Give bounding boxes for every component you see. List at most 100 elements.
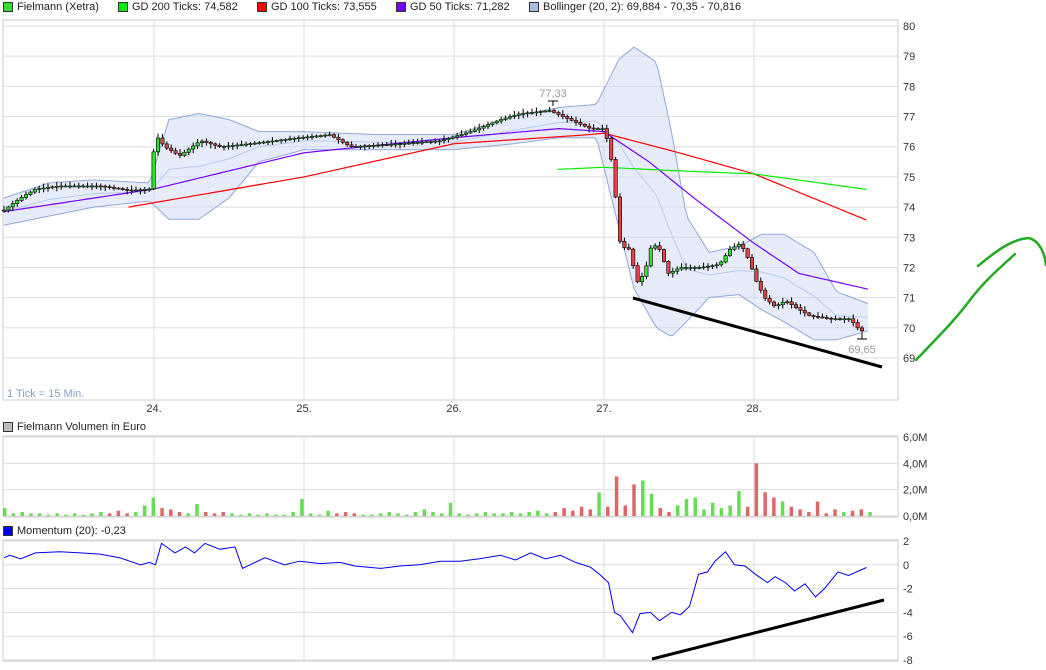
volume-bar: [3, 508, 7, 516]
candle-body: [661, 249, 666, 262]
volume-bar: [649, 493, 654, 516]
candle-body: [754, 268, 759, 282]
bollinger-band-fill: [4, 47, 868, 340]
candle-body: [485, 124, 490, 127]
candle-body: [477, 127, 482, 131]
legend-label: Fielmann (Xetra): [17, 1, 99, 13]
candle-body: [200, 140, 205, 144]
volume-bar: [448, 502, 453, 516]
volume-bar: [387, 512, 392, 516]
candle-body: [653, 245, 658, 249]
candle-body: [705, 265, 710, 268]
candle-body: [226, 145, 231, 148]
candle-body: [556, 112, 561, 115]
candle-body: [719, 261, 724, 266]
volume-bar: [352, 513, 357, 516]
candle-body: [349, 144, 354, 147]
volume-bar: [186, 513, 191, 516]
candle-body: [807, 312, 812, 316]
candle-body: [543, 110, 548, 113]
volume-bar: [675, 505, 680, 516]
volume-bar: [632, 484, 636, 516]
candle-body: [833, 318, 838, 321]
volume-bar: [588, 509, 593, 516]
candle-body: [406, 142, 411, 145]
candle-body: [441, 139, 446, 142]
candle-body: [261, 141, 266, 144]
candle-body: [507, 116, 512, 119]
candle-body: [529, 112, 534, 114]
candle-body: [670, 271, 675, 274]
legend-bollinger: Bollinger (20, 2): 69,884 - 70,35 - 70,8…: [529, 1, 741, 13]
y-tick-label: 77: [903, 112, 915, 124]
y-tick-label: 73: [903, 232, 915, 244]
candle-body: [512, 114, 517, 117]
candle-body: [182, 151, 187, 156]
volume-bar: [780, 501, 785, 516]
candle-body: [296, 137, 301, 140]
candle-body: [565, 116, 570, 119]
candle-body: [683, 267, 688, 269]
candle-body: [780, 301, 785, 306]
candle-body: [257, 142, 262, 144]
candle-body: [802, 309, 807, 314]
y-tick-label: 76: [903, 142, 915, 154]
candle-body: [358, 145, 363, 148]
candle-body: [758, 281, 763, 291]
y-tick-label: 78: [903, 81, 915, 93]
candle-body: [336, 136, 341, 141]
y-tick-label: 75: [903, 172, 915, 184]
volume-bar: [20, 512, 24, 516]
volume-bar: [29, 513, 33, 516]
candle-body: [28, 191, 33, 196]
candle-body: [301, 136, 306, 139]
volume-bar: [606, 506, 610, 516]
candle-body: [626, 247, 631, 250]
legend-swatch-icon: [529, 2, 539, 12]
volume-bar: [308, 513, 313, 516]
volume-bar: [614, 476, 619, 516]
volume-bar: [343, 512, 348, 516]
candle-body: [340, 139, 345, 143]
volume-bar: [335, 513, 339, 516]
candle-body: [837, 318, 842, 321]
y-tick-label: 69: [903, 353, 915, 365]
candle-body: [274, 140, 279, 142]
candle-body: [178, 153, 183, 156]
candle-body: [648, 247, 653, 267]
candle-body: [494, 120, 499, 124]
candle-body: [851, 318, 856, 323]
candle-body: [521, 112, 526, 115]
volume-bar: [378, 513, 383, 516]
volume-bar: [230, 513, 234, 516]
candle-body: [375, 144, 380, 147]
candle-body: [811, 315, 816, 317]
candle-body: [393, 143, 398, 146]
candle-body: [490, 122, 495, 125]
candle-body: [789, 301, 794, 306]
candle-body: [213, 143, 218, 146]
volume-bar: [317, 514, 322, 516]
candle-body: [208, 142, 213, 145]
candle-body: [578, 122, 583, 125]
legend-swatch-icon: [118, 2, 128, 12]
candle-body: [147, 188, 152, 191]
volume-bar: [37, 513, 42, 516]
volume-bar: [658, 508, 662, 516]
volume-bar: [195, 504, 199, 516]
candle-body: [318, 135, 323, 137]
y-tick-label: 4,0M: [903, 458, 927, 470]
candle-body: [85, 185, 90, 188]
candle-body: [741, 243, 746, 250]
candle-body: [428, 141, 433, 143]
candle-body: [771, 301, 776, 307]
candle-body: [468, 131, 473, 134]
candle-body: [767, 297, 772, 303]
legend-swatch-icon: [3, 2, 13, 12]
candle-body: [156, 137, 161, 153]
volume-bar: [842, 512, 846, 516]
candle-body: [72, 185, 77, 188]
panel-frame: [2, 539, 899, 662]
